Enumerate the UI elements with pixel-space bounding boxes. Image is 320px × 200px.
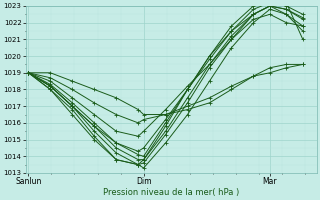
X-axis label: Pression niveau de la mer( hPa ): Pression niveau de la mer( hPa ) [103,188,239,197]
